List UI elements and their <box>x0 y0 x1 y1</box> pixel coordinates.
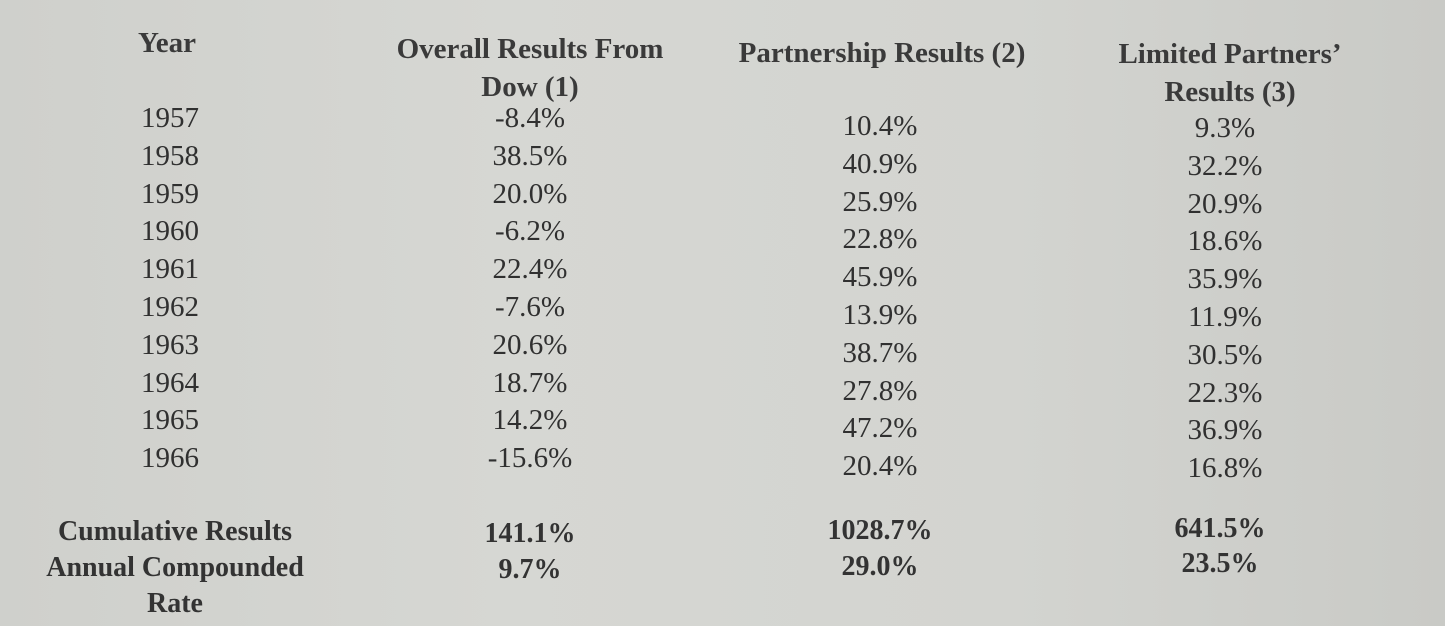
header-limited-partners: Limited Partners’ Results (3) <box>1090 35 1370 111</box>
dow-cell: -6.2% <box>494 215 566 248</box>
dow-cell: 14.2% <box>492 404 568 437</box>
lp-cell: 20.9% <box>1187 187 1263 220</box>
partnership-cell: 22.8% <box>842 223 918 256</box>
dow-cell: -7.6% <box>494 290 566 323</box>
year-cell: 1962 <box>141 290 199 323</box>
header-partnership: Partnership Results (2) <box>738 37 1026 69</box>
year-cell: 1961 <box>141 253 199 286</box>
year-cell: 1964 <box>141 366 199 399</box>
dow-cell: 38.5% <box>492 139 568 172</box>
annual-partnership: 29.0% <box>841 551 919 582</box>
header-dow-line1: Overall Results From <box>396 33 664 65</box>
annual-label: Annual Compounded Rate <box>10 550 340 622</box>
header-dow: Overall Results From Dow (1) <box>360 30 700 106</box>
dow-cell: 20.6% <box>492 328 568 361</box>
partnership-cell: 20.4% <box>842 450 918 483</box>
lp-cell: 35.9% <box>1187 263 1263 296</box>
partnership-cell: 27.8% <box>842 374 918 407</box>
annual-dow: 9.7% <box>498 554 562 585</box>
year-cell: 1959 <box>141 177 199 210</box>
dow-cell: -8.4% <box>494 102 566 134</box>
lp-column: 9.3% 32.2% 20.9% 18.6% 35.9% 11.9% 30.5%… <box>1145 110 1305 488</box>
cumulative-lp: 641.5% <box>1174 513 1266 544</box>
cumulative-label: Cumulative Results <box>57 516 293 547</box>
year-cell: 1960 <box>141 215 199 248</box>
header-dow-line2: Dow (1) <box>481 71 579 103</box>
dow-cell: 18.7% <box>492 366 568 399</box>
annual-lp: 23.5% <box>1181 548 1259 579</box>
partnership-cell: 45.9% <box>842 261 918 294</box>
partnership-cell: 25.9% <box>842 185 918 218</box>
header-year: Year <box>138 27 196 59</box>
partnership-cell: 10.4% <box>842 110 918 142</box>
lp-cell: 18.6% <box>1187 225 1263 258</box>
lp-cell: 16.8% <box>1187 452 1263 485</box>
dow-cell: 20.0% <box>492 177 568 210</box>
annual-label-line2: Rate <box>147 588 203 619</box>
year-cell: 1957 <box>141 102 199 134</box>
lp-cell: 11.9% <box>1188 300 1262 333</box>
lp-cell: 36.9% <box>1187 414 1263 447</box>
partnership-cell: 40.9% <box>842 147 918 180</box>
annual-label-line1: Annual Compounded <box>46 552 304 583</box>
partnership-column: 10.4% 40.9% 25.9% 22.8% 45.9% 13.9% 38.7… <box>800 108 960 486</box>
header-lp-line2: Results (3) <box>1164 76 1296 108</box>
year-column: 1957 1958 1959 1960 1961 1962 1963 1964 … <box>110 100 230 478</box>
year-cell: 1966 <box>141 442 199 475</box>
partnership-cell: 38.7% <box>842 336 918 369</box>
lp-cell: 30.5% <box>1187 338 1263 371</box>
header-lp-line1: Limited Partners’ <box>1118 38 1342 70</box>
dow-cell: 22.4% <box>492 253 568 286</box>
partnership-cell: 13.9% <box>842 298 918 331</box>
lp-cell: 22.3% <box>1187 376 1263 409</box>
dow-cell: -15.6% <box>487 442 573 475</box>
year-cell: 1963 <box>141 328 199 361</box>
cumulative-dow: 141.1% <box>484 518 576 549</box>
lp-cell: 9.3% <box>1194 112 1256 144</box>
year-cell: 1958 <box>141 139 199 172</box>
year-cell: 1965 <box>141 404 199 437</box>
dow-column: -8.4% 38.5% 20.0% -6.2% 22.4% -7.6% 20.6… <box>450 100 610 478</box>
lp-cell: 32.2% <box>1187 149 1263 182</box>
partnership-cell: 47.2% <box>842 412 918 445</box>
cumulative-partnership: 1028.7% <box>827 515 933 546</box>
